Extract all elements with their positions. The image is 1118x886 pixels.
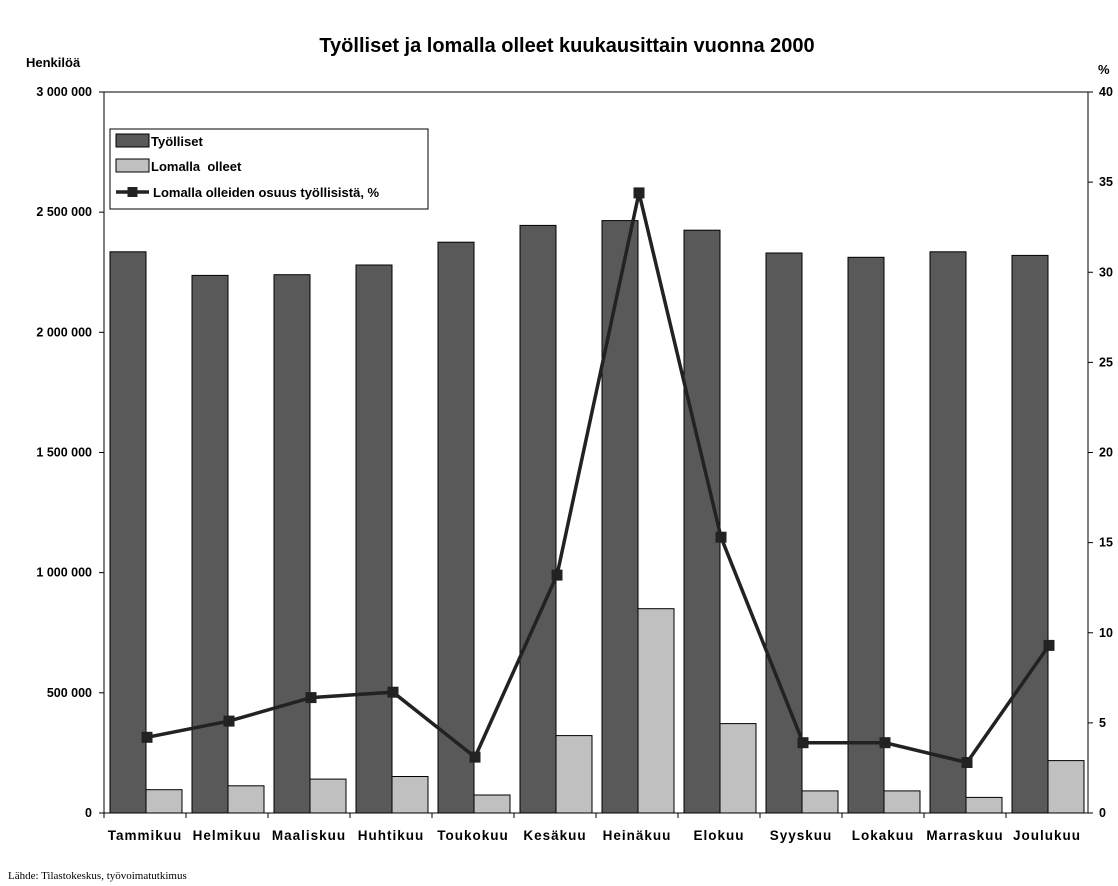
line-point-0 — [142, 732, 153, 743]
source-note: Lähde: Tilastokeskus, työvoimatutkimus — [8, 870, 187, 882]
bar-tyolliset-6 — [602, 221, 638, 813]
legend-swatch-tyolliset — [116, 134, 149, 147]
bar-tyolliset-9 — [848, 257, 884, 813]
legend-marker-osuus — [128, 187, 138, 197]
y-left-tick-label-0: 0 — [85, 806, 92, 820]
category-label-8: Syyskuu — [770, 828, 833, 843]
category-label-0: Tammikuu — [108, 828, 183, 843]
y-axis-left-label: Henkilöä — [26, 55, 81, 70]
category-label-3: Huhtikuu — [358, 828, 425, 843]
category-label-6: Heinäkuu — [603, 828, 672, 843]
y-right-tick-label-7: 35 — [1099, 175, 1113, 189]
legend-label-lomalla: Lomalla olleet — [151, 159, 242, 174]
y-right-tick-label-2: 10 — [1099, 626, 1113, 640]
bar-lomalla-5 — [556, 736, 592, 813]
bar-tyolliset-1 — [192, 275, 228, 813]
bar-tyolliset-10 — [930, 252, 966, 813]
line-point-5 — [552, 570, 563, 581]
line-point-3 — [388, 687, 399, 698]
line-point-2 — [306, 692, 317, 703]
line-point-10 — [962, 757, 973, 768]
bar-lomalla-8 — [802, 791, 838, 813]
y-left-tick-label-5: 2 500 000 — [36, 205, 92, 219]
bar-lomalla-2 — [310, 779, 346, 813]
bar-lomalla-7 — [720, 724, 756, 813]
y-right-tick-label-1: 5 — [1099, 716, 1106, 730]
y-left-tick-label-1: 500 000 — [47, 686, 92, 700]
line-point-6 — [634, 187, 645, 198]
legend-label-tyolliset: Työlliset — [151, 134, 203, 149]
category-label-5: Kesäkuu — [523, 828, 586, 843]
bar-lomalla-0 — [146, 790, 182, 813]
bar-lomalla-3 — [392, 777, 428, 814]
y-left-tick-label-6: 3 000 000 — [36, 85, 92, 99]
line-point-4 — [470, 752, 481, 763]
y-axis-right-label: % — [1098, 62, 1110, 77]
y-left-tick-label-2: 1 000 000 — [36, 566, 92, 580]
category-label-2: Maaliskuu — [272, 828, 346, 843]
chart-title: Työlliset ja lomalla olleet kuukausittai… — [319, 35, 814, 57]
category-label-11: Joulukuu — [1013, 828, 1081, 843]
y-left-tick-label-3: 1 500 000 — [36, 446, 92, 460]
category-label-1: Helmikuu — [193, 828, 262, 843]
bar-tyolliset-0 — [110, 252, 146, 813]
y-right-tick-label-4: 20 — [1099, 446, 1113, 460]
bar-lomalla-9 — [884, 791, 920, 813]
legend: Työlliset Lomalla olleet Lomalla olleide… — [110, 129, 428, 209]
bar-lomalla-6 — [638, 609, 674, 813]
category-label-4: Toukokuu — [437, 828, 509, 843]
y-right-tick-label-0: 0 — [1099, 806, 1106, 820]
line-point-9 — [880, 737, 891, 748]
y-right-tick-label-5: 25 — [1099, 355, 1113, 369]
bar-tyolliset-11 — [1012, 255, 1048, 813]
bar-tyolliset-5 — [520, 225, 556, 813]
category-label-7: Elokuu — [693, 828, 744, 843]
bar-lomalla-10 — [966, 797, 1002, 813]
category-label-9: Lokakuu — [852, 828, 915, 843]
bar-lomalla-1 — [228, 786, 264, 813]
bar-tyolliset-7 — [684, 230, 720, 813]
bar-tyolliset-2 — [274, 275, 310, 813]
bar-tyolliset-3 — [356, 265, 392, 813]
legend-label-osuus: Lomalla olleiden osuus työllisistä, % — [153, 185, 380, 200]
line-point-8 — [798, 737, 809, 748]
y-left-tick-label-4: 2 000 000 — [36, 325, 92, 339]
y-right-tick-label-3: 15 — [1099, 536, 1113, 550]
category-labels-group: Tammikuu Helmikuu Maaliskuu Huhtikuu Toukoku… — [108, 828, 1081, 843]
bar-tyolliset-4 — [438, 242, 474, 813]
y-right-tick-label-6: 30 — [1099, 265, 1113, 279]
bar-lomalla-11 — [1048, 761, 1084, 813]
line-point-1 — [224, 716, 235, 727]
line-point-11 — [1044, 640, 1055, 651]
bar-lomalla-4 — [474, 795, 510, 813]
legend-swatch-lomalla — [116, 159, 149, 172]
category-label-10: Marraskuu — [926, 828, 1003, 843]
line-point-7 — [716, 532, 727, 543]
y-right-tick-label-8: 40 — [1099, 85, 1113, 99]
